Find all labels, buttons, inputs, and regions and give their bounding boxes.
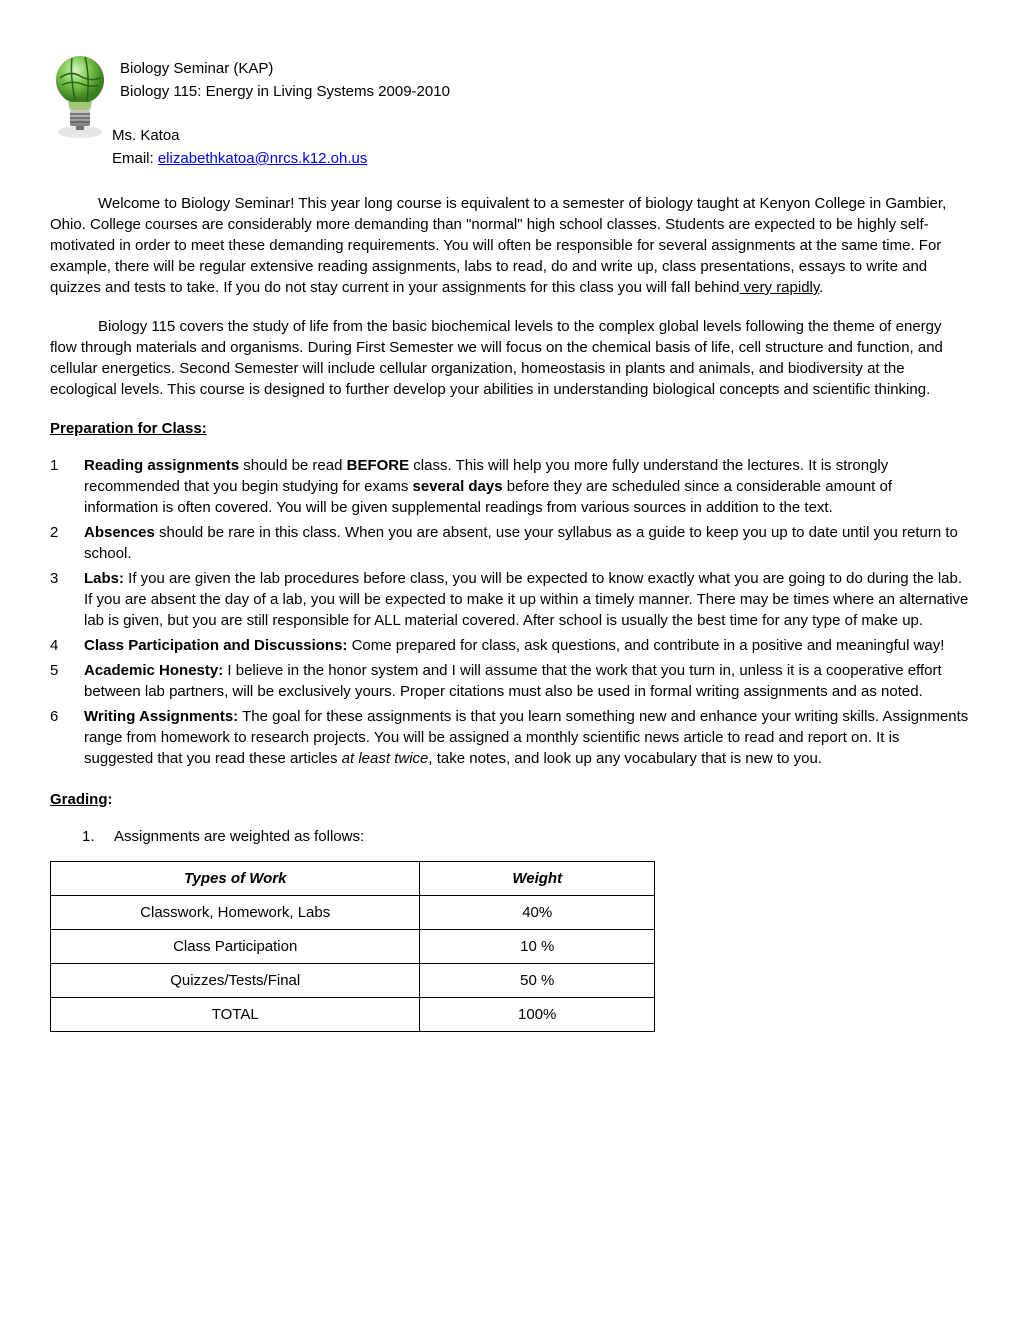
text: , take notes, and look up any vocabulary…: [428, 750, 822, 767]
bold: Writing Assignments:: [84, 708, 238, 725]
sub-text: Assignments are weighted as follows:: [114, 826, 364, 847]
lightbulb-globe-icon: [50, 50, 110, 140]
grading-heading: Grading:: [50, 789, 970, 810]
text: If you are given the lab procedures befo…: [84, 570, 968, 629]
table-row: Quizzes/Tests/Final 50 %: [51, 964, 655, 998]
prep-item-4: 4 Class Participation and Discussions: C…: [50, 635, 970, 656]
document-header: Biology Seminar (KAP) Biology 115: Energ…: [50, 50, 970, 171]
list-content: Class Participation and Discussions: Com…: [84, 635, 970, 656]
sub-num: 1.: [82, 826, 114, 847]
header-text-block: Biology Seminar (KAP) Biology 115: Energ…: [120, 50, 450, 171]
list-content: Academic Honesty: I believe in the honor…: [84, 660, 970, 702]
bold: Absences: [84, 524, 155, 541]
list-content: Labs: If you are given the lab procedure…: [84, 568, 970, 631]
email-label: Email:: [112, 150, 158, 167]
list-content: Reading assignments should be read BEFOR…: [84, 455, 970, 518]
text: should be rare in this class. When you a…: [84, 524, 958, 562]
italic: at least twice: [342, 750, 429, 767]
table-header-row: Types of Work Weight: [51, 862, 655, 896]
table-row: Class Participation 10 %: [51, 930, 655, 964]
intro-1b: very rapidly: [740, 279, 820, 296]
intro-1c: .: [819, 279, 823, 296]
list-num: 3: [50, 568, 84, 631]
table-cell: 10 %: [420, 930, 655, 964]
table-cell: Classwork, Homework, Labs: [51, 896, 420, 930]
bold: Labs:: [84, 570, 124, 587]
prep-item-5: 5 Academic Honesty: I believe in the hon…: [50, 660, 970, 702]
table-row: TOTAL 100%: [51, 998, 655, 1032]
list-num: 6: [50, 706, 84, 769]
grading-sublist: 1. Assignments are weighted as follows:: [82, 826, 970, 847]
grading-colon: :: [108, 791, 113, 808]
email-link[interactable]: elizabethkatoa@nrcs.k12.oh.us: [158, 150, 368, 167]
table-cell: TOTAL: [51, 998, 420, 1032]
prep-item-3: 3 Labs: If you are given the lab procedu…: [50, 568, 970, 631]
bold: Reading assignments: [84, 457, 239, 474]
intro-paragraph-2: Biology 115 covers the study of life fro…: [50, 316, 970, 400]
table-cell: Class Participation: [51, 930, 420, 964]
table-row: Classwork, Homework, Labs 40%: [51, 896, 655, 930]
table-cell: 100%: [420, 998, 655, 1032]
course-subtitle: Biology 115: Energy in Living Systems 20…: [120, 81, 450, 102]
list-content: Absences should be rare in this class. W…: [84, 522, 970, 564]
bold: Class Participation and Discussions:: [84, 637, 347, 654]
preparation-list: 1 Reading assignments should be read BEF…: [50, 455, 970, 769]
grading-table: Types of Work Weight Classwork, Homework…: [50, 861, 655, 1032]
course-title: Biology Seminar (KAP): [120, 58, 450, 79]
prep-item-1: 1 Reading assignments should be read BEF…: [50, 455, 970, 518]
table-header: Weight: [420, 862, 655, 896]
table-cell: 50 %: [420, 964, 655, 998]
table-cell: 40%: [420, 896, 655, 930]
list-num: 2: [50, 522, 84, 564]
bold: BEFORE: [347, 457, 410, 474]
grading-heading-text: Grading: [50, 791, 108, 808]
table-cell: Quizzes/Tests/Final: [51, 964, 420, 998]
list-num: 1: [50, 455, 84, 518]
table-header: Types of Work: [51, 862, 420, 896]
email-line: Email: elizabethkatoa@nrcs.k12.oh.us: [112, 148, 450, 169]
prep-item-6: 6 Writing Assignments: The goal for thes…: [50, 706, 970, 769]
bold: several days: [413, 478, 503, 495]
list-content: Writing Assignments: The goal for these …: [84, 706, 970, 769]
text: should be read: [239, 457, 347, 474]
list-num: 4: [50, 635, 84, 656]
grading-sub-item: 1. Assignments are weighted as follows:: [82, 826, 970, 847]
prep-heading: Preparation for Class:: [50, 418, 970, 439]
header-icon-container: [50, 50, 120, 146]
prep-item-2: 2 Absences should be rare in this class.…: [50, 522, 970, 564]
text: Come prepared for class, ask questions, …: [347, 637, 944, 654]
intro-paragraph-1: Welcome to Biology Seminar! This year lo…: [50, 193, 970, 298]
bold: Academic Honesty:: [84, 662, 223, 679]
instructor-name: Ms. Katoa: [112, 125, 450, 146]
list-num: 5: [50, 660, 84, 702]
